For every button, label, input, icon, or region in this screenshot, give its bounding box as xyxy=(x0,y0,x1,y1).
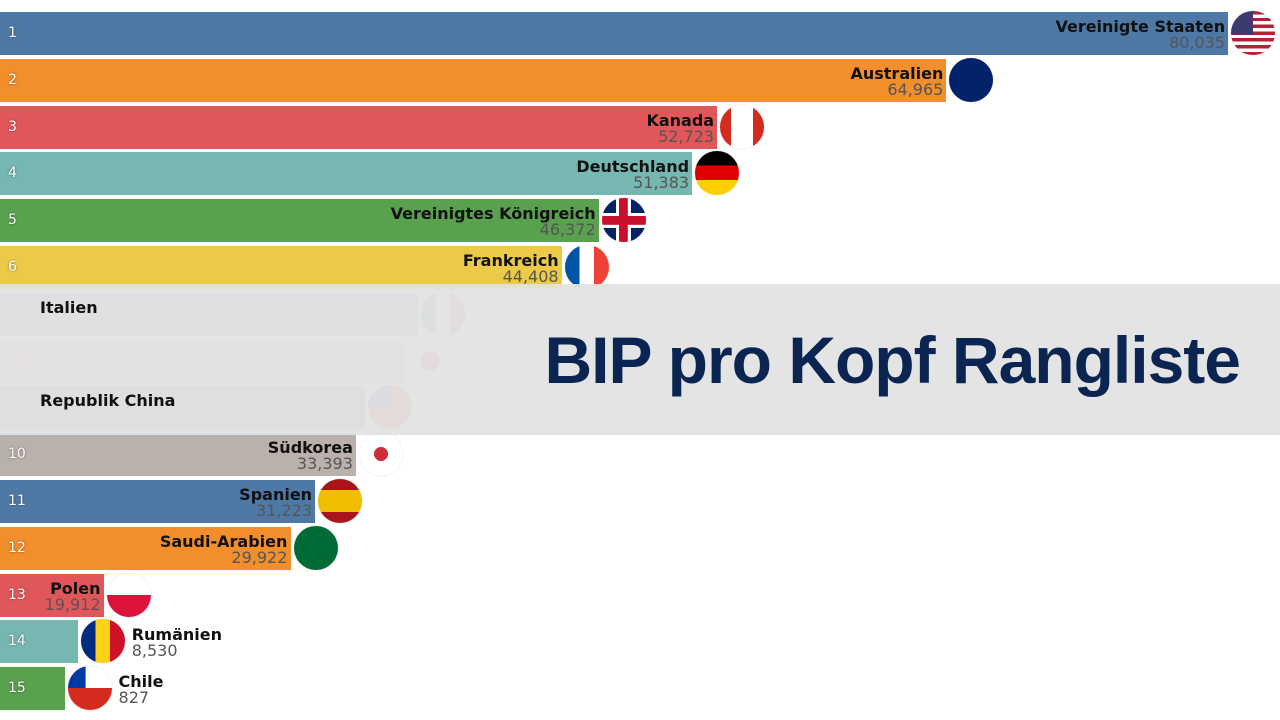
value-label: 29,922 xyxy=(231,547,288,567)
bar-label: Italien xyxy=(40,299,98,316)
country-name: Australien xyxy=(850,63,944,83)
country-name: Republik China xyxy=(40,391,176,411)
country-name: Rumänien xyxy=(131,625,222,645)
bar-label: Vereinigtes Königreich 46,372 xyxy=(391,205,596,238)
bar-label: Südkorea 33,393 xyxy=(268,439,353,472)
value-label: 33,393 xyxy=(296,454,353,474)
country-name: Vereinigtes Königreich xyxy=(390,204,596,224)
bar-label: Kanada 52,723 xyxy=(646,112,714,145)
bar-label: Spanien 31,223 xyxy=(239,486,312,519)
rank-label: 3 xyxy=(8,118,17,135)
value-label: 52,723 xyxy=(658,126,715,146)
bar-1: 1 xyxy=(0,12,1229,55)
rank-label: 1 xyxy=(8,25,17,41)
bar-label: Deutschland 51,383 xyxy=(576,158,689,191)
bar-11: 11 xyxy=(0,480,316,523)
uk-flag-icon xyxy=(601,198,646,243)
bar-3: 3 xyxy=(0,105,718,149)
bar-label: Vereinigte Staaten 80,035 xyxy=(1055,18,1225,51)
rank-label: 15 xyxy=(8,680,26,697)
chart-title: BIP pro Kopf Rangliste xyxy=(544,322,1241,397)
country-name: Spanien xyxy=(239,485,313,504)
bar-label: Rumänien 8,530 xyxy=(132,626,222,659)
value-label: 8,530 xyxy=(131,641,178,661)
value-label: 19,912 xyxy=(44,594,101,614)
value-label: 64,965 xyxy=(887,79,944,99)
rank-label: 6 xyxy=(8,259,17,275)
rank-label: 2 xyxy=(8,71,17,88)
country-name: Italien xyxy=(40,297,98,317)
france-flag-icon xyxy=(564,245,609,289)
bar-13: 13 xyxy=(0,573,104,617)
value-label: 827 xyxy=(118,688,150,708)
country-name: Südkorea xyxy=(267,438,353,458)
spain-flag-icon xyxy=(318,479,363,523)
australia-flag-icon xyxy=(949,57,994,102)
bar-label: Polen 19,912 xyxy=(45,580,101,613)
title-banner: BIP pro Kopf Rangliste xyxy=(0,284,1280,435)
rank-label: 14 xyxy=(8,633,26,650)
us-flag-icon xyxy=(1231,11,1276,55)
bar-10: 10 xyxy=(0,433,356,477)
country-name: Vereinigte Staaten xyxy=(1055,17,1226,36)
bar-label: Frankreich 44,408 xyxy=(463,252,559,285)
bar-15: 15 xyxy=(0,667,65,711)
poland-flag-icon xyxy=(106,572,151,617)
bar-label: Republik China xyxy=(40,392,175,409)
country-name: Frankreich xyxy=(462,251,559,270)
value-label: 44,408 xyxy=(502,267,559,286)
chile-flag-icon xyxy=(67,666,112,711)
germany-flag-icon xyxy=(695,151,740,196)
value-label: 80,035 xyxy=(1169,33,1226,52)
country-name: Kanada xyxy=(646,110,715,130)
rank-label: 11 xyxy=(8,493,26,509)
saudi-arabia-flag-icon xyxy=(293,525,338,570)
country-name: Chile xyxy=(118,672,164,692)
bar-label: Chile 827 xyxy=(119,673,164,706)
rank-label: 13 xyxy=(8,586,26,603)
value-label: 31,223 xyxy=(256,501,313,520)
bar-12: 12 xyxy=(0,526,291,570)
value-label: 51,383 xyxy=(633,173,690,193)
bar-4: 4 xyxy=(0,152,693,196)
country-name: Saudi-Arabien xyxy=(159,531,288,551)
bar-6: 6 xyxy=(0,246,562,289)
rank-label: 12 xyxy=(8,539,26,556)
bar-2: 2 xyxy=(0,58,947,102)
bar-label: Australien 64,965 xyxy=(850,65,943,98)
country-name: Deutschland xyxy=(576,157,690,177)
rank-label: 5 xyxy=(8,212,17,229)
country-name: Polen xyxy=(50,578,101,598)
bar-14: 14 xyxy=(0,620,78,664)
rank-label: 10 xyxy=(8,446,26,463)
south-korea-flag-icon xyxy=(358,432,403,477)
rank-label: 4 xyxy=(8,165,17,182)
canada-flag-icon xyxy=(720,104,765,149)
bar-label: Saudi-Arabien 29,922 xyxy=(160,533,288,566)
romania-flag-icon xyxy=(80,619,125,664)
bar-5: 5 xyxy=(0,199,599,243)
value-label: 46,372 xyxy=(539,220,596,240)
